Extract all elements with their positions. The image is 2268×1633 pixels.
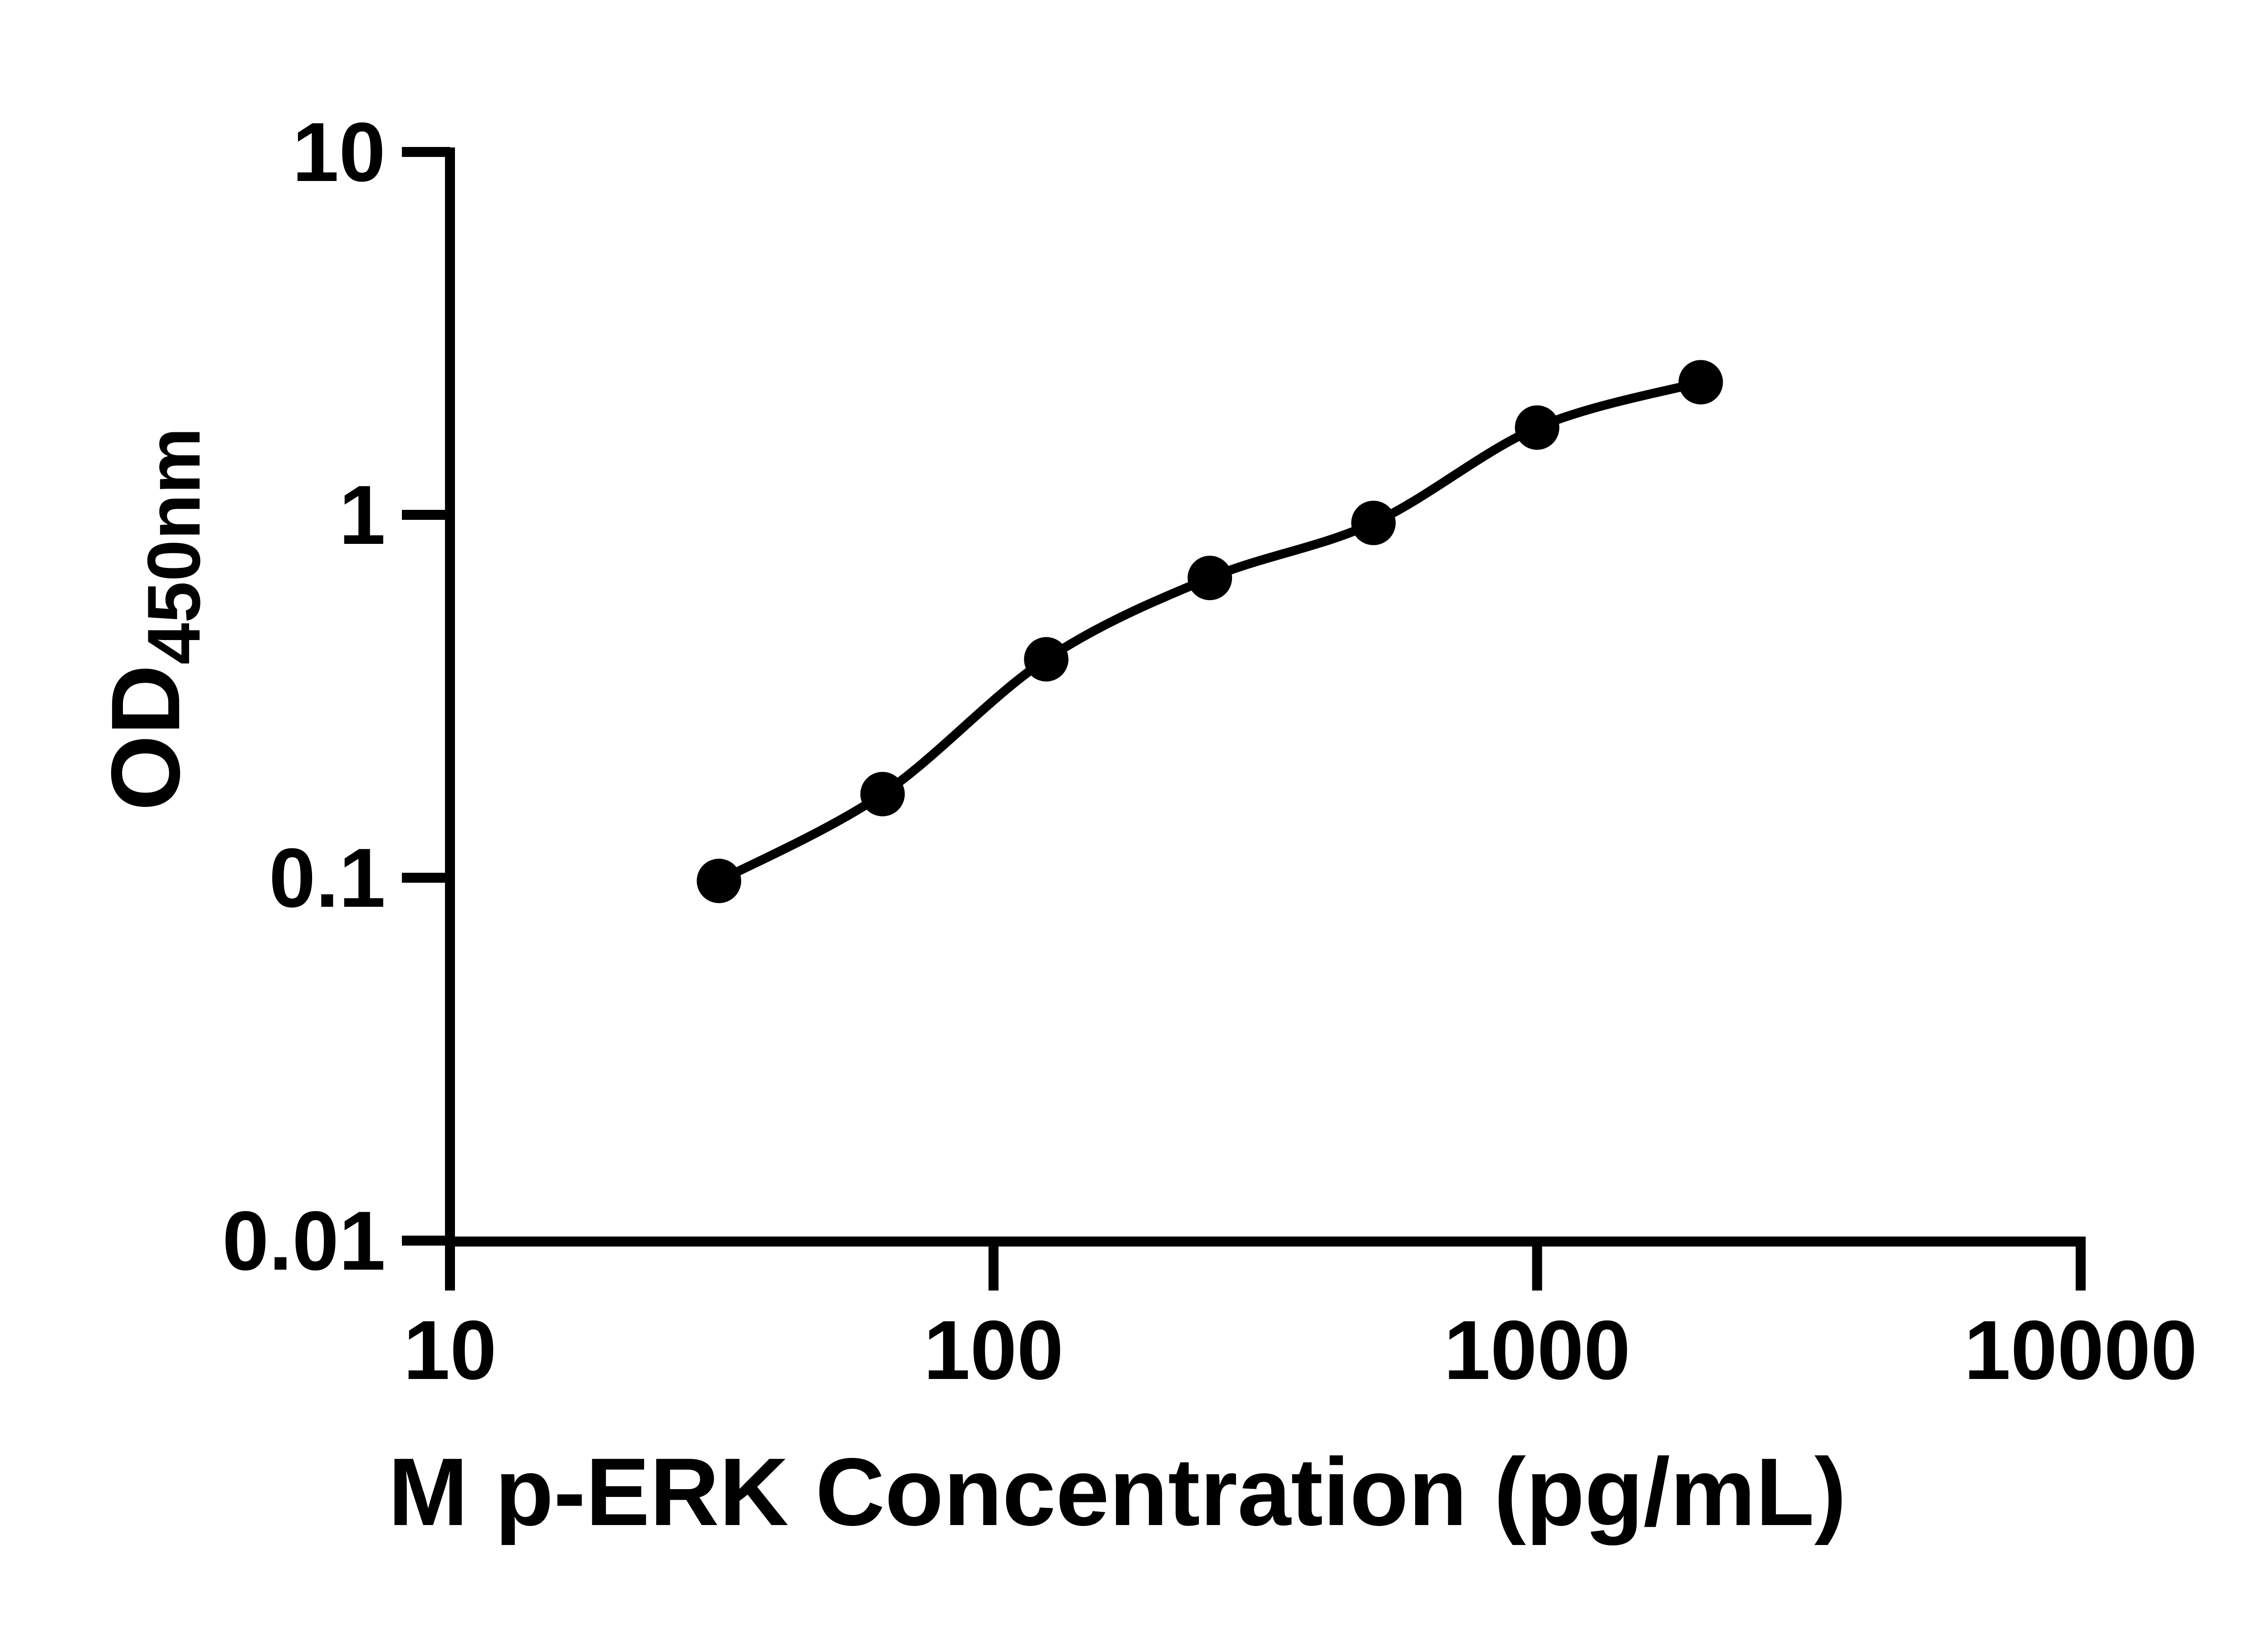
x-tick-label: 100: [924, 1304, 1064, 1397]
y-tick-label: 10: [292, 106, 386, 199]
x-tick-label: 1000: [1444, 1304, 1631, 1397]
y-tick-label: 1: [339, 469, 386, 562]
y-axis-title-subscript: 450nm: [132, 427, 215, 665]
plot-layer: [697, 360, 1723, 903]
y-axis-title: OD450nm: [91, 427, 215, 811]
data-point: [697, 859, 741, 903]
data-point: [1678, 360, 1723, 405]
data-point: [1515, 405, 1559, 450]
data-point: [1024, 637, 1069, 682]
x-tick-label: 10: [403, 1304, 497, 1397]
y-tick-label: 0.1: [269, 831, 386, 925]
data-point: [1188, 556, 1232, 601]
data-point: [860, 772, 905, 816]
y-tick-label: 0.01: [222, 1194, 386, 1288]
data-point: [1351, 500, 1396, 545]
x-tick-label: 10000: [1964, 1304, 2197, 1397]
y-axis-title-main: OD: [91, 665, 200, 811]
x-axis-title: M p-ERK Concentration (pg/mL): [388, 1438, 1847, 1545]
